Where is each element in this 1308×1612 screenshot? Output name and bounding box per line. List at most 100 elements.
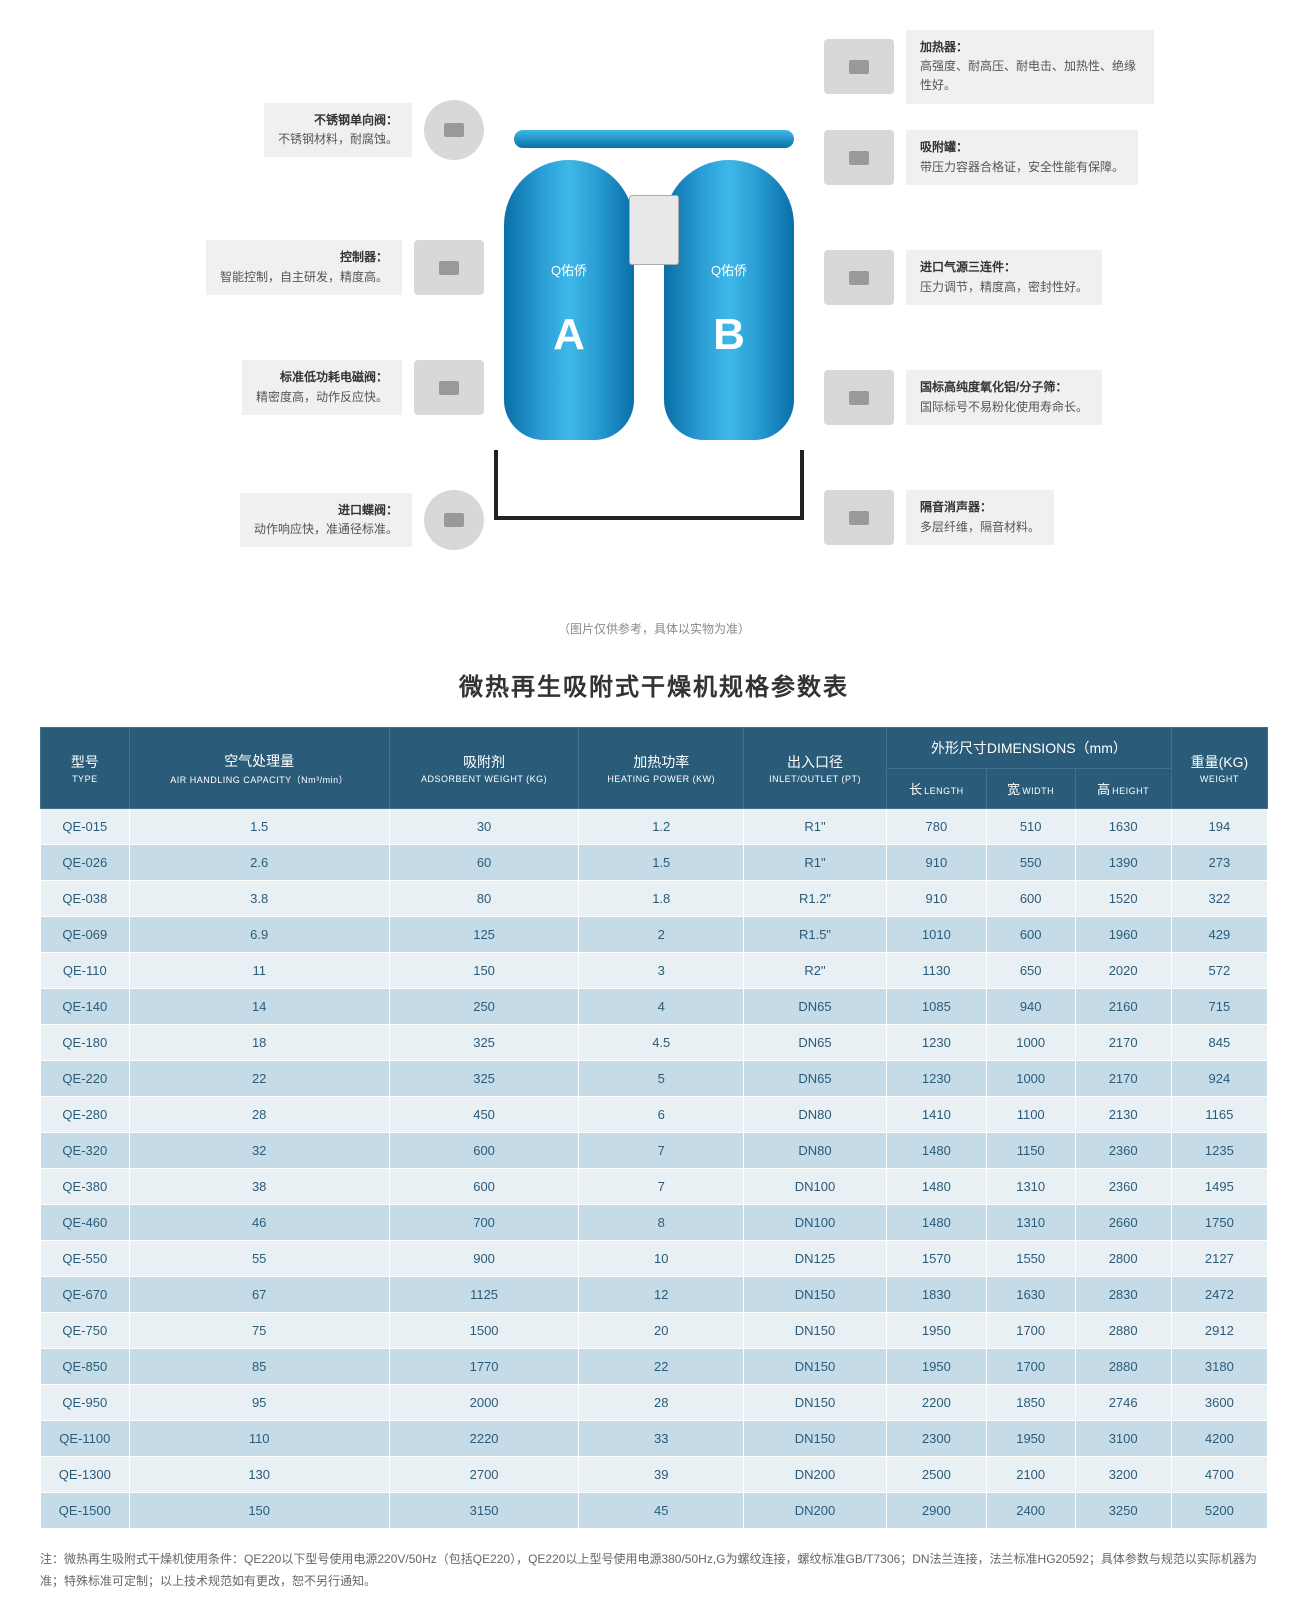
table-cell: 2830 bbox=[1075, 1277, 1171, 1313]
spec-table: 型号TYPE 空气处理量AIR HANDLING CAPACITY（Nm³/mi… bbox=[40, 727, 1268, 1529]
table-cell: 1550 bbox=[986, 1241, 1075, 1277]
table-cell: 46 bbox=[129, 1205, 389, 1241]
table-cell: 2880 bbox=[1075, 1313, 1171, 1349]
table-cell: 1950 bbox=[886, 1313, 986, 1349]
callout-text-6: 进口气源三连件：压力调节，精度高，密封性好。 bbox=[906, 250, 1102, 304]
table-cell: 22 bbox=[129, 1061, 389, 1097]
col-weight: 重量(KG)WEIGHT bbox=[1171, 728, 1267, 809]
table-cell: 2912 bbox=[1171, 1313, 1267, 1349]
callout-text-7: 国标高纯度氧化铝/分子筛：国际标号不易粉化使用寿命长。 bbox=[906, 370, 1102, 424]
table-body: QE-0151.5301.2R1"7805101630194QE-0262.66… bbox=[41, 809, 1268, 1529]
table-row: QE-0696.91252R1.5"10106001960429 bbox=[41, 917, 1268, 953]
table-cell: 2127 bbox=[1171, 1241, 1267, 1277]
table-cell: 1630 bbox=[1075, 809, 1171, 845]
table-cell: 12 bbox=[579, 1277, 744, 1313]
table-cell: DN65 bbox=[744, 1061, 887, 1097]
table-cell: 150 bbox=[389, 953, 579, 989]
table-cell: 1390 bbox=[1075, 845, 1171, 881]
table-cell: 2800 bbox=[1075, 1241, 1171, 1277]
table-cell: 1850 bbox=[986, 1385, 1075, 1421]
table-cell: 7 bbox=[579, 1133, 744, 1169]
table-cell: 3150 bbox=[389, 1493, 579, 1529]
table-row: QE-85085177022DN1501950170028803180 bbox=[41, 1349, 1268, 1385]
table-cell: 194 bbox=[1171, 809, 1267, 845]
table-row: QE-0262.6601.5R1"9105501390273 bbox=[41, 845, 1268, 881]
col-power: 加热功率HEATING POWER (KW) bbox=[579, 728, 744, 809]
table-cell: 150 bbox=[129, 1493, 389, 1529]
table-cell: 39 bbox=[579, 1457, 744, 1493]
table-cell: 2130 bbox=[1075, 1097, 1171, 1133]
table-cell: 1235 bbox=[1171, 1133, 1267, 1169]
callout-0: 不锈钢单向阀：不锈钢材料，耐腐蚀。 bbox=[154, 100, 484, 160]
table-row: QE-0383.8801.8R1.2"9106001520322 bbox=[41, 881, 1268, 917]
table-cell: DN100 bbox=[744, 1169, 887, 1205]
table-cell: QE-140 bbox=[41, 989, 130, 1025]
table-cell: 600 bbox=[986, 881, 1075, 917]
callout-text-3: 进口蝶阀：动作响应快，准通径标准。 bbox=[240, 493, 412, 547]
table-cell: DN150 bbox=[744, 1313, 887, 1349]
table-cell: 1960 bbox=[1075, 917, 1171, 953]
tank-b-logo: Q佑侨 bbox=[664, 260, 794, 279]
callout-img-3 bbox=[424, 490, 484, 550]
table-cell: 2880 bbox=[1075, 1349, 1171, 1385]
table-cell: 273 bbox=[1171, 845, 1267, 881]
table-cell: 1950 bbox=[886, 1349, 986, 1385]
table-cell: 45 bbox=[579, 1493, 744, 1529]
table-cell: 2700 bbox=[389, 1457, 579, 1493]
table-cell: 429 bbox=[1171, 917, 1267, 953]
table-cell: 4700 bbox=[1171, 1457, 1267, 1493]
table-cell: 1480 bbox=[886, 1133, 986, 1169]
table-cell: 3100 bbox=[1075, 1421, 1171, 1457]
callout-img-8 bbox=[824, 490, 894, 545]
table-cell: 715 bbox=[1171, 989, 1267, 1025]
table-cell: 325 bbox=[389, 1061, 579, 1097]
table-cell: QE-320 bbox=[41, 1133, 130, 1169]
table-cell: 250 bbox=[389, 989, 579, 1025]
callout-img-5 bbox=[824, 130, 894, 185]
table-cell: DN65 bbox=[744, 989, 887, 1025]
table-cell: 95 bbox=[129, 1385, 389, 1421]
col-length: 长LENGTH bbox=[886, 769, 986, 809]
table-cell: 2500 bbox=[886, 1457, 986, 1493]
table-cell: 1770 bbox=[389, 1349, 579, 1385]
table-row: QE-140142504DN6510859402160715 bbox=[41, 989, 1268, 1025]
table-cell: 1000 bbox=[986, 1025, 1075, 1061]
table-cell: 30 bbox=[389, 809, 579, 845]
table-cell: QE-180 bbox=[41, 1025, 130, 1061]
tank-b-label: B bbox=[664, 310, 794, 360]
table-row: QE-0151.5301.2R1"7805101630194 bbox=[41, 809, 1268, 845]
col-height: 高HEIGHT bbox=[1075, 769, 1171, 809]
table-cell: 4200 bbox=[1171, 1421, 1267, 1457]
table-cell: 2360 bbox=[1075, 1133, 1171, 1169]
table-cell: 2000 bbox=[389, 1385, 579, 1421]
table-row: QE-5505590010DN1251570155028002127 bbox=[41, 1241, 1268, 1277]
table-cell: 700 bbox=[389, 1205, 579, 1241]
table-cell: 75 bbox=[129, 1313, 389, 1349]
table-cell: 2160 bbox=[1075, 989, 1171, 1025]
table-cell: 2400 bbox=[986, 1493, 1075, 1529]
table-row: QE-75075150020DN1501950170028802912 bbox=[41, 1313, 1268, 1349]
product-diagram: Q佑侨 A Q佑侨 B 不锈钢单向阀：不锈钢材料，耐腐蚀。控制器：智能控制，自主… bbox=[154, 20, 1154, 600]
table-cell: 11 bbox=[129, 953, 389, 989]
table-row: QE-1100110222033DN1502300195031004200 bbox=[41, 1421, 1268, 1457]
table-cell: DN80 bbox=[744, 1097, 887, 1133]
col-capacity: 空气处理量AIR HANDLING CAPACITY（Nm³/min） bbox=[129, 728, 389, 809]
table-cell: 5 bbox=[579, 1061, 744, 1097]
table-cell: 32 bbox=[129, 1133, 389, 1169]
table-cell: 60 bbox=[389, 845, 579, 881]
table-cell: DN150 bbox=[744, 1349, 887, 1385]
table-cell: 3600 bbox=[1171, 1385, 1267, 1421]
table-cell: QE-950 bbox=[41, 1385, 130, 1421]
table-cell: 1130 bbox=[886, 953, 986, 989]
table-cell: 900 bbox=[389, 1241, 579, 1277]
table-cell: DN150 bbox=[744, 1277, 887, 1313]
table-cell: 910 bbox=[886, 845, 986, 881]
callout-6: 进口气源三连件：压力调节，精度高，密封性好。 bbox=[824, 250, 1154, 305]
table-cell: 910 bbox=[886, 881, 986, 917]
callout-1: 控制器：智能控制，自主研发，精度高。 bbox=[154, 240, 484, 295]
table-cell: 1410 bbox=[886, 1097, 986, 1133]
table-cell: R1.5" bbox=[744, 917, 887, 953]
callout-5: 吸附罐：带压力容器合格证，安全性能有保障。 bbox=[824, 130, 1154, 185]
table-cell: 1230 bbox=[886, 1025, 986, 1061]
table-cell: 1.5 bbox=[579, 845, 744, 881]
